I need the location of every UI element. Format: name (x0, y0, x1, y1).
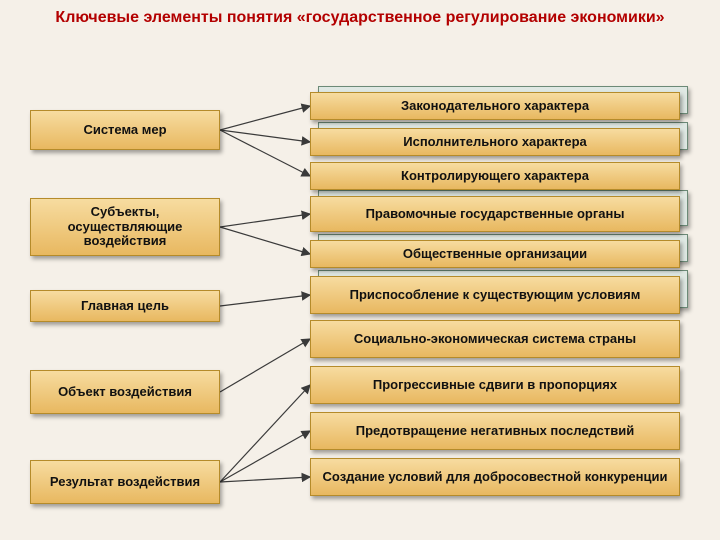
item-box: Правомочные государственные органы (310, 196, 680, 232)
item-box: Общественные организации (310, 240, 680, 268)
item-box: Контролирующего характера (310, 162, 680, 190)
arrow (220, 385, 310, 482)
box-label: Контролирующего характера (401, 169, 589, 184)
box-label: Социально-экономическая система страны (354, 332, 636, 347)
arrow (220, 227, 310, 254)
box-label: Объект воздействия (58, 385, 192, 400)
item-box: Законодательного характера (310, 92, 680, 120)
box-label: Законодательного характера (401, 99, 589, 114)
box-label: Результат воздействия (50, 475, 200, 490)
box-label: Правомочные государственные органы (366, 207, 625, 222)
diagram-canvas: { "title": { "text": "Ключевые элементы … (0, 0, 720, 540)
category-box: Субъекты, осуществляющие воздействия (30, 198, 220, 256)
box-label: Система мер (83, 123, 166, 138)
item-box: Прогрессивные сдвиги в пропорциях (310, 366, 680, 404)
diagram-title: Ключевые элементы понятия «государственн… (0, 8, 720, 28)
box-label: Субъекты, осуществляющие воздействия (37, 205, 213, 250)
category-box: Система мер (30, 110, 220, 150)
item-box: Исполнительного характера (310, 128, 680, 156)
box-label: Прогрессивные сдвиги в пропорциях (373, 378, 617, 393)
category-box: Главная цель (30, 290, 220, 322)
box-label: Создание условий для добросовестной конк… (323, 470, 668, 485)
item-box: Создание условий для добросовестной конк… (310, 458, 680, 496)
arrow (220, 477, 310, 482)
category-box: Объект воздействия (30, 370, 220, 414)
box-label: Исполнительного характера (403, 135, 587, 150)
item-box: Предотвращение негативных последствий (310, 412, 680, 450)
arrow (220, 214, 310, 227)
category-box: Результат воздействия (30, 460, 220, 504)
arrow (220, 339, 310, 392)
box-label: Главная цель (81, 299, 169, 314)
arrow (220, 130, 310, 176)
arrow (220, 130, 310, 142)
box-label: Приспособление к существующим условиям (350, 288, 641, 303)
arrow (220, 431, 310, 482)
item-box: Приспособление к существующим условиям (310, 276, 680, 314)
box-label: Общественные организации (403, 247, 587, 262)
box-label: Предотвращение негативных последствий (356, 424, 635, 439)
arrow (220, 295, 310, 306)
item-box: Социально-экономическая система страны (310, 320, 680, 358)
arrow (220, 106, 310, 130)
